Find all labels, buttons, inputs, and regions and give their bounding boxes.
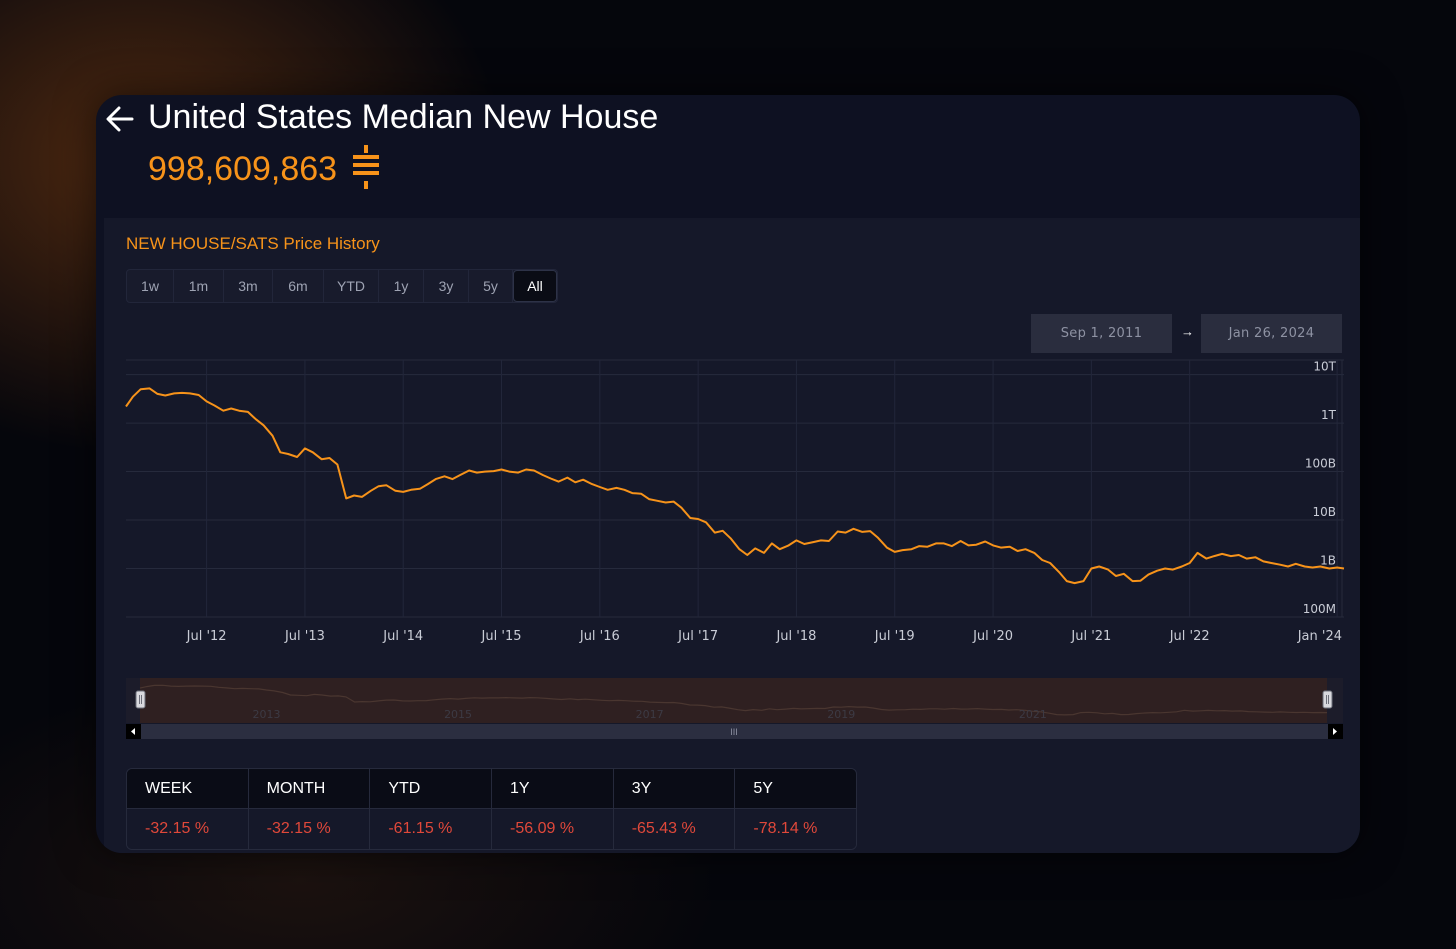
range-ytd-button[interactable]: YTD xyxy=(324,270,379,302)
stat-week: WEEK -32.15 % xyxy=(127,769,249,849)
back-arrow-icon[interactable] xyxy=(104,103,136,135)
scroll-left-icon xyxy=(131,728,135,735)
page-title: United States Median New House xyxy=(148,98,659,136)
navigator-year-label: 2015 xyxy=(444,708,472,721)
navigator-selection[interactable] xyxy=(140,678,1327,723)
range-selector: 1w 1m 3m 6m YTD 1y 3y 5y All xyxy=(126,269,558,303)
range-3m-button[interactable]: 3m xyxy=(224,270,273,302)
x-tick-label: Jul '17 xyxy=(677,629,718,644)
stat-label: 1Y xyxy=(492,769,613,809)
asset-card: United States Median New House 998,609,8… xyxy=(96,95,1360,853)
x-tick-label: Jul '21 xyxy=(1070,629,1111,644)
y-tick-label: 10B xyxy=(1312,505,1336,519)
navigator-scrollbar[interactable] xyxy=(126,724,1343,739)
stat-ytd: YTD -61.15 % xyxy=(370,769,493,849)
stat-3y: 3Y -65.43 % xyxy=(613,769,736,849)
price-history-panel: NEW HOUSE/SATS Price History 1w 1m 3m 6m… xyxy=(104,218,1360,853)
navigator-year-label: 2019 xyxy=(827,708,855,721)
price-chart[interactable]: 10T 1T 100B 10B 1B 100M Jul '12 Jul '13 Jul '14 J… xyxy=(125,359,1345,660)
range-1w-button[interactable]: 1w xyxy=(127,270,174,302)
y-tick-label: 100B xyxy=(1305,457,1336,471)
stat-month: MONTH -32.15 % xyxy=(248,769,371,849)
range-all-button[interactable]: All xyxy=(513,270,557,302)
navigator-left-handle[interactable] xyxy=(135,690,146,709)
date-to-input[interactable]: Jan 26, 2024 xyxy=(1201,314,1342,353)
stat-value: -32.15 % xyxy=(248,809,370,849)
navigator-year-label: 2021 xyxy=(1019,708,1047,721)
range-1m-button[interactable]: 1m xyxy=(174,270,224,302)
scrollbar-grip[interactable]: III xyxy=(730,727,738,737)
x-tick-label: Jul '16 xyxy=(579,629,620,644)
navigator-right-handle[interactable] xyxy=(1322,690,1333,709)
performance-table: WEEK -32.15 % MONTH -32.15 % YTD -61.15 … xyxy=(126,768,857,850)
stat-1y: 1Y -56.09 % xyxy=(492,769,614,849)
panel-title: NEW HOUSE/SATS Price History xyxy=(126,234,380,253)
date-from-input[interactable]: Sep 1, 2011 xyxy=(1031,314,1172,353)
stat-label: YTD xyxy=(370,769,492,809)
range-5y-button[interactable]: 5y xyxy=(469,270,513,302)
sats-icon xyxy=(353,145,379,189)
stat-label: 5Y xyxy=(735,769,856,809)
current-price: 998,609,863 xyxy=(148,150,338,188)
range-6m-button[interactable]: 6m xyxy=(273,270,324,302)
stat-value: -32.15 % xyxy=(127,809,248,849)
stat-label: WEEK xyxy=(127,769,248,809)
x-tick-label: Jul '19 xyxy=(874,629,915,644)
y-tick-label: 10T xyxy=(1313,360,1336,374)
y-tick-label: 1T xyxy=(1321,408,1337,422)
x-tick-label: Jul '12 xyxy=(186,629,227,644)
stat-5y: 5Y -78.14 % xyxy=(735,769,856,849)
stat-value: -65.43 % xyxy=(613,809,735,849)
x-tick-label: Jul '13 xyxy=(284,629,325,644)
x-tick-label: Jul '22 xyxy=(1169,629,1210,644)
y-tick-label: 1B xyxy=(1320,554,1336,568)
range-1y-button[interactable]: 1y xyxy=(379,270,424,302)
scroll-right-icon xyxy=(1333,728,1337,735)
x-tick-label: Jul '14 xyxy=(382,629,423,644)
navigator-year-label: 2017 xyxy=(636,708,664,721)
chart-navigator[interactable]: 2013 2015 2017 2019 2021 III xyxy=(126,678,1343,740)
stat-label: MONTH xyxy=(248,769,370,809)
x-tick-label: Jul '18 xyxy=(775,629,816,644)
x-tick-label: Jan '24 xyxy=(1297,629,1342,644)
y-tick-label: 100M xyxy=(1303,602,1336,616)
price-series-line xyxy=(125,387,1345,585)
stat-label: 3Y xyxy=(613,769,735,809)
x-tick-label: Jul '15 xyxy=(481,629,522,644)
stat-value: -61.15 % xyxy=(370,809,492,849)
date-range-arrow: → xyxy=(1181,324,1194,339)
range-3y-button[interactable]: 3y xyxy=(424,270,469,302)
navigator-series-line xyxy=(139,684,1328,716)
stat-value: -56.09 % xyxy=(492,809,613,849)
navigator-year-label: 2013 xyxy=(252,708,280,721)
x-tick-label: Jul '20 xyxy=(972,629,1013,644)
stat-value: -78.14 % xyxy=(735,809,856,849)
